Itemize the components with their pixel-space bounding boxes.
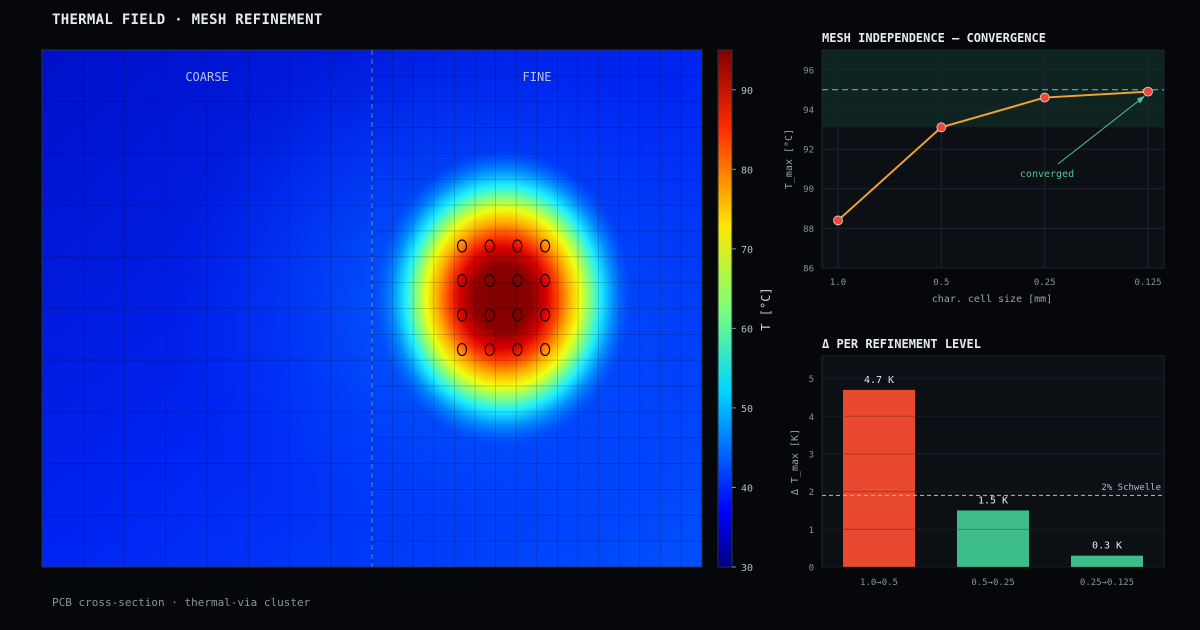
thermal-via: [539, 342, 551, 357]
y-tick-label: 94: [803, 106, 814, 116]
convergence-ylabel: T_max [°C]: [784, 129, 795, 189]
convergence-xlabel: char. cell size [mm]: [932, 294, 1052, 305]
delta-title: Δ PER REFINEMENT LEVEL: [822, 337, 981, 351]
bar-value-label: 4.7 K: [864, 375, 894, 386]
bar-value-label: 0.3 K: [1092, 541, 1122, 552]
y-tick-label: 4: [809, 413, 814, 423]
converged-band: [822, 50, 1164, 128]
page-title: THERMAL FIELD · MESH REFINEMENT: [52, 12, 323, 28]
thermal-via: [512, 342, 523, 357]
converged-annotation: converged: [1020, 169, 1074, 180]
x-tick-label: 0.125: [1134, 278, 1161, 288]
convergence-title: MESH INDEPENDENCE — CONVERGENCE: [822, 31, 1046, 45]
x-tick-label: 1.0: [830, 278, 846, 288]
convergence-point: [1143, 86, 1153, 97]
convergence-point: [936, 122, 947, 133]
thermal-via: [484, 239, 495, 253]
colorbar-label: T [°C]: [759, 287, 773, 330]
footer-caption: PCB cross-section · thermal-via cluster: [52, 596, 311, 609]
y-tick-label: 2: [809, 488, 814, 498]
thermal-via: [456, 273, 468, 288]
convergence-point: [1039, 92, 1050, 103]
colorbar-tick-label: 80: [741, 165, 753, 176]
annotation-arrow: [1057, 96, 1145, 165]
bar-value-label: 1.5 K: [978, 495, 1008, 506]
x-tick-label: 0.5→0.25: [971, 578, 1014, 588]
annotation-arrowhead: [1137, 95, 1145, 104]
convergence-chart: 86 88 90 92 94 96 1.0 0.5 0.25 0.125: [803, 50, 1164, 288]
thermal-via: [484, 308, 495, 322]
colorbar-tick-label: 40: [741, 483, 753, 494]
colorbar-tick-label: 70: [741, 245, 753, 256]
thermal-via: [539, 308, 551, 322]
y-tick-label: 86: [803, 265, 814, 275]
y-tick-label: 96: [803, 66, 814, 76]
thermal-via: [456, 308, 468, 322]
colorbar: [717, 49, 733, 568]
y-tick-label: 90: [803, 185, 814, 195]
colorbar-tick-label: 30: [741, 563, 753, 574]
y-tick-label: 3: [809, 450, 814, 460]
mesh-grid: [42, 50, 702, 567]
y-tick-label: 1: [809, 526, 814, 536]
convergence-point: [833, 215, 843, 226]
delta-bar-chart: 0 1 2 3 4 5 4.7 K 1.0→0.5 1.5 K 0.5→0.25 0.3 K 0.25…: [809, 375, 1164, 588]
delta-bar: [843, 389, 915, 567]
thermal-via: [539, 239, 551, 253]
y-tick-label: 92: [803, 146, 814, 156]
y-tick-label: 5: [809, 375, 814, 385]
x-tick-label: 0.25→0.125: [1080, 578, 1134, 588]
x-tick-label: 1.0→0.5: [860, 578, 898, 588]
thermal-via: [512, 239, 523, 253]
y-tick-label: 88: [803, 225, 814, 235]
y-tick-label: 0: [809, 564, 814, 574]
colorbar-tick-label: 90: [741, 86, 753, 97]
thermal-via: [539, 273, 551, 288]
delta-ylabel: Δ T_max [K]: [790, 429, 801, 495]
thermal-via: [512, 273, 523, 288]
heatmap-hotspot: [375, 150, 631, 446]
convergence-line: [837, 90, 1149, 222]
thermal-via: [456, 239, 468, 253]
colorbar-tick-label: 50: [741, 404, 753, 415]
colorbar-tick-label: 60: [741, 324, 753, 335]
thermal-via-cluster: [456, 239, 551, 357]
delta-bar: [1071, 555, 1143, 567]
thermal-via: [456, 342, 468, 357]
region-label-fine: FINE: [523, 70, 552, 84]
x-tick-label: 0.5: [933, 278, 949, 288]
x-tick-label: 0.25: [1034, 278, 1056, 288]
thermal-via: [512, 308, 523, 322]
thermal-via: [484, 342, 495, 357]
region-label-coarse: COARSE: [185, 70, 228, 84]
delta-bar: [957, 510, 1029, 567]
threshold-label: 2% Schwelle: [1101, 483, 1161, 493]
colorbar-ticks: 30 40 50 60 70 80 90: [732, 86, 753, 574]
temperature-heatmap: [42, 50, 702, 567]
thermal-via: [484, 273, 495, 288]
